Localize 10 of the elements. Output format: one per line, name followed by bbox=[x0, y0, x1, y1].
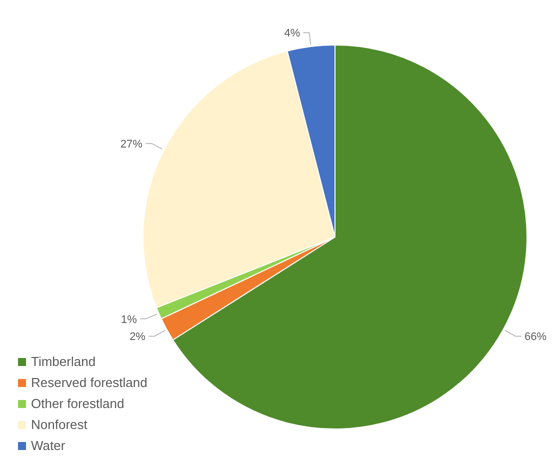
legend-label: Nonforest bbox=[31, 416, 88, 434]
legend-label: Water bbox=[31, 437, 66, 455]
data-label: 1% bbox=[121, 314, 138, 326]
legend-label: Timberland bbox=[31, 353, 96, 371]
legend-label: Other forestland bbox=[31, 395, 124, 413]
legend-label: Reserved forestland bbox=[31, 374, 148, 392]
data-label: 66% bbox=[524, 331, 547, 344]
data-label: 27% bbox=[120, 138, 143, 150]
data-label: 4% bbox=[284, 28, 300, 40]
data-label: 2% bbox=[130, 331, 146, 344]
